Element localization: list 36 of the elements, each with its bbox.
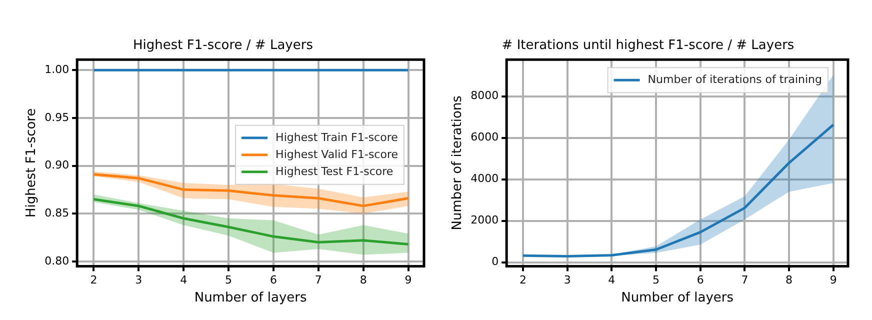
x-tick-label: 2 bbox=[90, 274, 98, 287]
y-tick-label: 1.00 bbox=[44, 62, 70, 76]
x-tick-label: 3 bbox=[135, 274, 142, 287]
legend-label: Highest Valid F1-score bbox=[276, 148, 398, 161]
legend-label: Number of iterations of training bbox=[648, 72, 822, 86]
x-tick-label: 3 bbox=[564, 274, 571, 287]
y-tick-label: 0.85 bbox=[44, 206, 70, 220]
y-tick-label: 6000 bbox=[470, 130, 499, 144]
x-tick-label: 8 bbox=[786, 274, 793, 287]
x-tick-label: 2 bbox=[520, 274, 526, 287]
y-tick-label: 8000 bbox=[470, 89, 499, 102]
y-tick-label: 0 bbox=[492, 255, 499, 268]
legend-label: Highest Train F1-score bbox=[276, 130, 398, 144]
x-tick-label: 6 bbox=[696, 274, 704, 287]
y-tick-label: 0.95 bbox=[44, 110, 70, 124]
x-tick-label: 6 bbox=[270, 274, 277, 287]
y-axis-title: Highest F1-score bbox=[24, 108, 40, 218]
chart-title: Highest F1-score / # Layers bbox=[133, 38, 314, 54]
x-axis-title: Number of layers bbox=[621, 290, 734, 306]
legend-label: Highest Test F1-score bbox=[276, 164, 394, 178]
x-axis-title: Number of layers bbox=[194, 290, 307, 306]
x-tick-label: 5 bbox=[652, 274, 660, 287]
y-tick-label: 4000 bbox=[470, 172, 499, 186]
y-tick-label: 2000 bbox=[470, 214, 499, 227]
y-tick-label: 0.90 bbox=[44, 158, 70, 172]
x-tick-label: 7 bbox=[741, 274, 748, 287]
y-tick-label: 0.80 bbox=[44, 254, 70, 268]
x-tick-label: 7 bbox=[314, 274, 322, 287]
x-tick-label: 5 bbox=[225, 274, 232, 287]
chart-title: # Iterations until highest F1-score / # Layers bbox=[502, 38, 794, 54]
x-tick-label: 9 bbox=[404, 274, 412, 287]
x-tick-label: 4 bbox=[180, 274, 188, 287]
y-axis-title: Number of iterations bbox=[450, 95, 466, 230]
x-tick-label: 4 bbox=[608, 274, 616, 287]
x-tick-label: 8 bbox=[360, 274, 367, 287]
x-tick-label: 9 bbox=[830, 274, 837, 287]
